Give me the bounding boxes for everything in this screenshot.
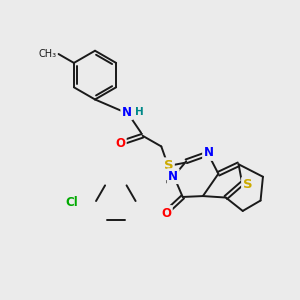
Text: H: H — [135, 107, 144, 117]
Text: N: N — [168, 170, 178, 183]
Text: N: N — [122, 106, 132, 119]
Bar — [61, 180, 165, 245]
Text: O: O — [161, 206, 171, 220]
Text: N: N — [204, 146, 214, 160]
Text: O: O — [115, 137, 125, 150]
Text: Cl: Cl — [66, 196, 79, 208]
Text: CH₃: CH₃ — [39, 49, 57, 59]
Text: S: S — [243, 178, 252, 191]
Text: S: S — [164, 159, 173, 172]
